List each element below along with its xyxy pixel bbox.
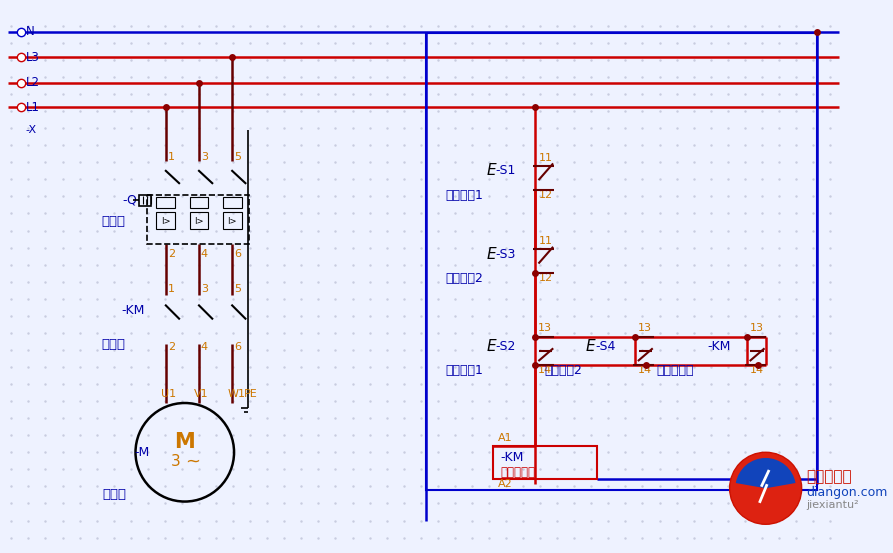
Bar: [222, 197, 242, 208]
Text: -KM: -KM: [500, 451, 523, 463]
Text: ~: ~: [185, 453, 200, 471]
Text: 4: 4: [201, 342, 208, 352]
Text: 停止按钮1: 停止按钮1: [446, 189, 483, 202]
Text: L1: L1: [26, 101, 39, 114]
Text: 14: 14: [638, 365, 652, 375]
Text: 6: 6: [234, 342, 241, 352]
Text: 11: 11: [539, 153, 553, 163]
Text: jiexiantu²: jiexiantu²: [806, 500, 859, 510]
Text: 11: 11: [539, 236, 553, 246]
Text: I>: I>: [228, 217, 237, 226]
Bar: [493, 446, 597, 479]
Wedge shape: [736, 458, 796, 488]
Text: 启动按钮2: 启动按钮2: [545, 364, 583, 377]
Text: E: E: [486, 338, 496, 354]
Text: 接触器线圈: 接触器线圈: [500, 466, 535, 479]
Bar: [222, 212, 242, 228]
Text: 3: 3: [171, 454, 180, 469]
Text: 12: 12: [539, 190, 554, 200]
Bar: [189, 212, 208, 228]
Text: 4: 4: [201, 249, 208, 259]
Circle shape: [730, 452, 802, 524]
Bar: [146, 195, 249, 244]
Text: 14: 14: [749, 365, 764, 375]
Text: -S4: -S4: [595, 340, 615, 353]
Text: -S3: -S3: [496, 248, 516, 260]
Text: I>: I>: [161, 217, 171, 226]
Text: E: E: [486, 247, 496, 262]
Text: PE: PE: [244, 389, 257, 399]
Text: 5: 5: [234, 284, 241, 294]
Text: U1: U1: [161, 389, 176, 399]
Text: -M: -M: [135, 446, 150, 459]
Text: 1: 1: [168, 284, 175, 294]
Text: 接触器: 接触器: [102, 338, 125, 351]
Text: -X: -X: [26, 125, 37, 135]
Text: 1: 1: [168, 152, 175, 161]
Text: E: E: [486, 163, 496, 179]
Text: V1: V1: [195, 389, 209, 399]
Text: 6: 6: [234, 249, 241, 259]
Text: 12: 12: [539, 273, 554, 283]
Text: 3: 3: [201, 284, 208, 294]
Text: I>: I>: [195, 217, 204, 226]
Text: -KM: -KM: [707, 340, 730, 353]
Bar: [189, 197, 208, 208]
Text: -KM: -KM: [121, 304, 145, 317]
Text: diangon.com: diangon.com: [806, 486, 888, 499]
Text: A1: A1: [497, 433, 512, 443]
Text: 启动按钮1: 启动按钮1: [446, 364, 483, 377]
Text: 接触器常开: 接触器常开: [656, 364, 694, 377]
Text: 3: 3: [201, 152, 208, 161]
Text: 2: 2: [168, 342, 175, 352]
Bar: [427, 33, 817, 490]
Text: 5: 5: [234, 152, 241, 161]
Text: 停止按钮2: 停止按钮2: [446, 273, 483, 285]
Text: 电动机: 电动机: [103, 488, 126, 502]
Text: 13: 13: [749, 323, 764, 333]
Text: -S2: -S2: [496, 340, 516, 353]
Text: 13: 13: [538, 323, 552, 333]
Text: E: E: [586, 338, 596, 354]
Text: A2: A2: [497, 478, 513, 488]
Text: -S1: -S1: [496, 164, 516, 178]
Bar: [139, 195, 151, 206]
Text: 断路器: 断路器: [102, 215, 125, 228]
Text: 2: 2: [168, 249, 175, 259]
Text: W1: W1: [228, 389, 246, 399]
Bar: [156, 197, 175, 208]
Text: 14: 14: [538, 365, 553, 375]
Text: M: M: [174, 432, 196, 452]
Text: 电工学习网: 电工学习网: [806, 469, 852, 484]
Text: N: N: [26, 25, 34, 38]
Text: L3: L3: [26, 51, 39, 64]
Bar: [156, 212, 175, 228]
Text: 13: 13: [638, 323, 652, 333]
Text: L2: L2: [26, 76, 39, 89]
Text: -Q: -Q: [122, 194, 138, 207]
